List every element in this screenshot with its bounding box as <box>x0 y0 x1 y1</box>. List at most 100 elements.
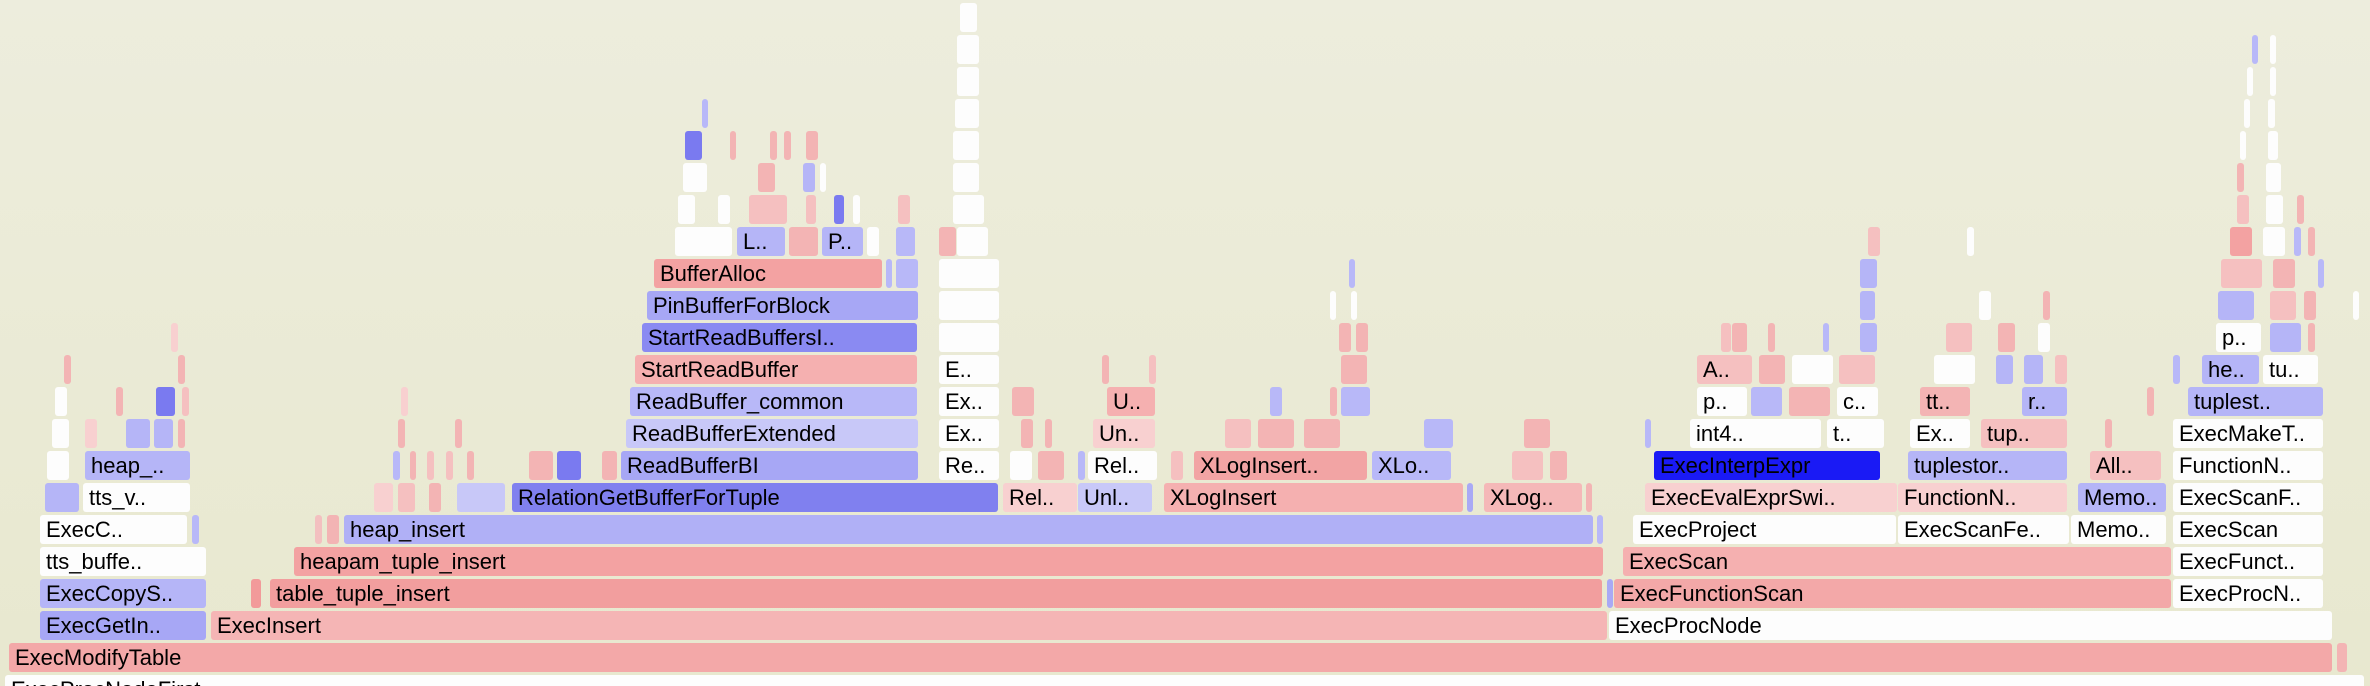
flame-frame[interactable] <box>2218 291 2254 320</box>
flame-frame[interactable] <box>1759 355 1785 384</box>
flame-frame[interactable]: tup.. <box>1981 419 2067 448</box>
flame-frame[interactable] <box>1979 291 1991 320</box>
flame-frame[interactable] <box>758 163 775 192</box>
flame-frame[interactable] <box>2297 195 2304 224</box>
flame-frame[interactable] <box>2268 131 2278 160</box>
flame-frame[interactable] <box>1860 323 1877 352</box>
flame-frame[interactable] <box>853 195 860 224</box>
flame-frame[interactable]: FunctionN.. <box>2173 451 2323 480</box>
flame-frame[interactable] <box>427 451 434 480</box>
flame-frame[interactable]: ExecScan <box>2173 515 2323 544</box>
flame-frame[interactable] <box>1339 323 1351 352</box>
flame-frame[interactable] <box>126 419 150 448</box>
flame-frame[interactable]: Re.. <box>939 451 999 480</box>
flame-frame[interactable] <box>557 451 581 480</box>
flame-frame[interactable]: Rel.. <box>1088 451 1157 480</box>
flame-frame[interactable]: tu.. <box>2263 355 2318 384</box>
flame-frame[interactable] <box>171 323 178 352</box>
flame-frame[interactable] <box>953 163 979 192</box>
flame-frame[interactable] <box>1996 355 2013 384</box>
flame-frame[interactable] <box>867 227 879 256</box>
flame-frame[interactable] <box>1341 355 1367 384</box>
flame-frame[interactable]: p.. <box>1697 387 1747 416</box>
flame-frame[interactable] <box>953 195 984 224</box>
flame-frame[interactable]: ExecModifyTable <box>9 643 2332 672</box>
flame-frame[interactable] <box>467 451 474 480</box>
flame-frame[interactable] <box>1045 419 1052 448</box>
flame-frame[interactable]: XLogInsert.. <box>1194 451 1367 480</box>
flame-frame[interactable] <box>1356 323 1368 352</box>
flame-frame[interactable] <box>957 67 979 96</box>
flame-frame[interactable] <box>2270 67 2276 96</box>
flame-frame[interactable] <box>1349 259 1355 288</box>
flame-frame[interactable] <box>1839 355 1875 384</box>
flame-frame[interactable] <box>939 291 999 320</box>
flame-frame[interactable] <box>401 387 408 416</box>
flame-frame[interactable] <box>2304 291 2316 320</box>
flame-frame[interactable] <box>2237 163 2244 192</box>
flame-frame[interactable] <box>116 387 123 416</box>
flame-frame[interactable] <box>702 99 708 128</box>
flame-frame[interactable]: table_tuple_insert <box>270 579 1602 608</box>
flame-frame[interactable] <box>251 579 261 608</box>
flame-frame[interactable] <box>2038 323 2050 352</box>
flame-frame[interactable]: tuplest.. <box>2188 387 2323 416</box>
flame-frame[interactable]: L.. <box>737 227 785 256</box>
flame-frame[interactable] <box>1330 387 1337 416</box>
flame-frame[interactable] <box>327 515 339 544</box>
flame-frame[interactable]: ExecMakeT.. <box>2173 419 2323 448</box>
flame-frame[interactable] <box>789 227 818 256</box>
flame-frame[interactable] <box>455 419 462 448</box>
flame-frame[interactable] <box>2268 99 2275 128</box>
flame-frame[interactable] <box>1102 355 1109 384</box>
flame-frame[interactable] <box>784 131 791 160</box>
flame-frame[interactable] <box>960 3 977 32</box>
flame-frame[interactable]: A.. <box>1697 355 1752 384</box>
flame-frame[interactable]: P.. <box>822 227 863 256</box>
flame-frame[interactable] <box>2270 291 2296 320</box>
flame-frame[interactable] <box>398 483 415 512</box>
flame-frame[interactable]: ExecScanF.. <box>2173 483 2323 512</box>
flame-frame[interactable] <box>2353 291 2359 320</box>
flame-frame[interactable] <box>1171 451 1183 480</box>
flame-frame[interactable]: ExecProcNode <box>1609 611 2332 640</box>
flame-frame[interactable] <box>1021 419 1033 448</box>
flame-frame[interactable] <box>1078 451 1085 480</box>
flame-frame[interactable]: ExecProcNodeFirst <box>5 675 2364 686</box>
flame-frame[interactable]: All.. <box>2090 451 2161 480</box>
flame-frame[interactable] <box>1751 387 1782 416</box>
flame-frame[interactable] <box>2221 259 2262 288</box>
flame-frame[interactable] <box>602 451 617 480</box>
flame-frame[interactable]: r.. <box>2022 387 2067 416</box>
flame-frame[interactable]: U.. <box>1107 387 1155 416</box>
flame-frame[interactable]: he.. <box>2202 355 2259 384</box>
flame-frame[interactable]: Ex.. <box>939 387 999 416</box>
flame-frame[interactable]: ExecC.. <box>40 515 187 544</box>
flame-frame[interactable] <box>1467 483 1473 512</box>
flame-frame[interactable] <box>2237 195 2249 224</box>
flame-frame[interactable] <box>2308 227 2315 256</box>
flame-frame[interactable] <box>2266 195 2283 224</box>
flame-frame[interactable]: ReadBufferExtended <box>626 419 918 448</box>
flame-frame[interactable] <box>1258 419 1294 448</box>
flame-frame[interactable] <box>718 195 730 224</box>
flame-frame[interactable]: ExecFunct.. <box>2173 547 2323 576</box>
flame-frame[interactable] <box>730 131 736 160</box>
flame-frame[interactable] <box>2273 259 2295 288</box>
flame-frame[interactable] <box>770 131 777 160</box>
flame-frame[interactable]: XLog.. <box>1484 483 1582 512</box>
flame-frame[interactable]: Rel.. <box>1003 483 1077 512</box>
flame-frame[interactable] <box>64 355 71 384</box>
flame-frame[interactable] <box>957 35 979 64</box>
flame-frame[interactable] <box>457 483 505 512</box>
flame-frame[interactable] <box>678 195 695 224</box>
flame-frame[interactable] <box>683 163 707 192</box>
flame-frame[interactable] <box>2055 355 2067 384</box>
flame-frame[interactable] <box>1038 451 1064 480</box>
flame-frame[interactable] <box>156 387 175 416</box>
flame-frame[interactable]: ExecProcN.. <box>2173 579 2323 608</box>
flame-frame[interactable] <box>896 259 918 288</box>
flame-frame[interactable]: ExecGetIn.. <box>40 611 206 640</box>
flame-frame[interactable] <box>429 483 441 512</box>
flame-frame[interactable]: tts_buffe.. <box>40 547 206 576</box>
